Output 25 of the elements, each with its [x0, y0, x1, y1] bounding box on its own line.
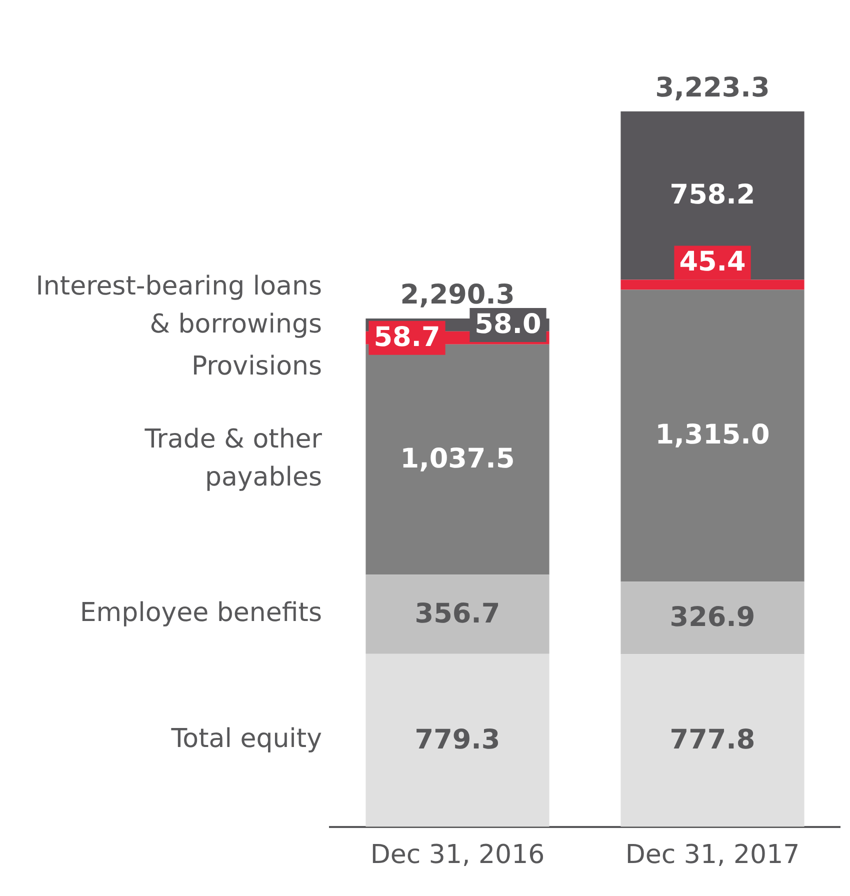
data-label: 326.9 [670, 602, 756, 633]
data-label: 356.7 [414, 598, 500, 630]
bar [620, 111, 804, 280]
x-tick-label: Dec 31, 2017 [625, 840, 800, 870]
series-label: Trade & other payables [144, 424, 322, 492]
series-label: Total equity [170, 724, 322, 754]
data-label: 758.2 [670, 180, 756, 211]
data-label: 58.0 [474, 308, 542, 340]
series-label: Interest-bearing loans & borrowings [36, 272, 322, 340]
bar [366, 654, 550, 827]
data-label: 45.4 [679, 246, 746, 278]
bar [620, 654, 804, 827]
total-label: 3,223.3 [655, 72, 770, 104]
bar [366, 574, 550, 654]
data-label: 1,315.0 [655, 420, 770, 451]
bar [620, 290, 804, 582]
data-label: 777.8 [670, 724, 756, 756]
series-label: Employee benefits [80, 598, 322, 628]
data-label: 58.7 [374, 322, 440, 353]
bar [620, 582, 804, 654]
total-label: 2,290.3 [400, 280, 515, 311]
data-label: 779.3 [414, 724, 500, 756]
data-label: 1,037.5 [400, 444, 515, 475]
series-label: Provisions [191, 352, 322, 382]
x-tick-label: Dec 31, 2016 [370, 840, 545, 870]
